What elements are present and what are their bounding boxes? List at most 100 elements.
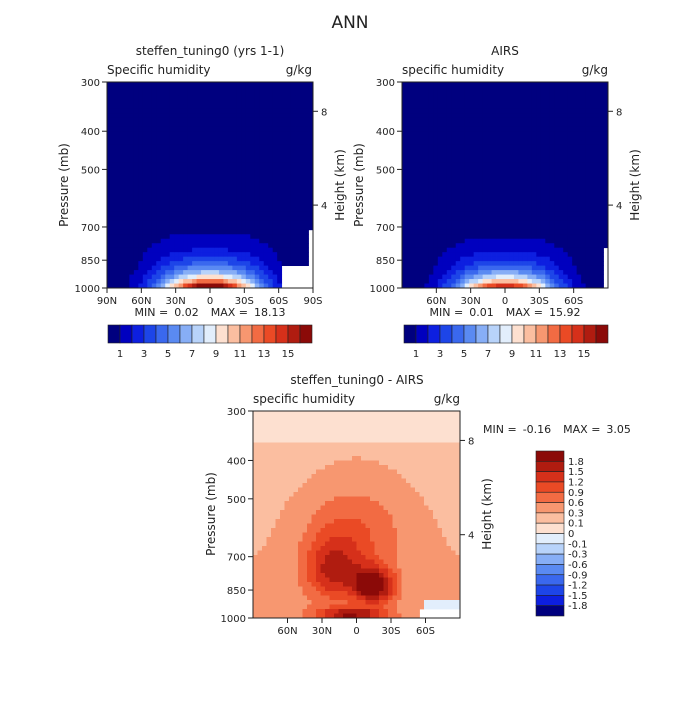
panel-model-cell xyxy=(188,91,193,96)
panel-obs-cell xyxy=(536,158,541,163)
panel-model-cell xyxy=(165,86,170,91)
panel-model-cell xyxy=(197,172,202,177)
panel-diff-cell xyxy=(253,501,258,506)
panel-diff-cell xyxy=(289,555,294,560)
panel-model-cell xyxy=(197,145,202,150)
panel-obs-cell xyxy=(442,95,447,100)
panel-model-cell xyxy=(300,198,305,203)
panel-obs-cell xyxy=(447,216,452,221)
panel-diff-cell xyxy=(312,420,317,425)
panel-model-cell xyxy=(197,194,202,199)
panel-model-cell xyxy=(277,104,282,109)
panel-model-colorbar-label: 3 xyxy=(141,349,147,360)
panel-model-cell xyxy=(116,154,121,159)
panel-obs-cell xyxy=(581,248,586,253)
panel-model-cell xyxy=(111,230,116,235)
panel-model-cell xyxy=(174,266,179,271)
panel-obs-cell xyxy=(586,149,591,154)
panel-obs-cell xyxy=(420,86,425,91)
panel-diff-cell xyxy=(289,447,294,452)
panel-obs-cell xyxy=(420,149,425,154)
panel-model-cell xyxy=(165,158,170,163)
panel-model-cell xyxy=(210,109,215,114)
panel-model-cell xyxy=(295,216,300,221)
panel-obs-cell xyxy=(460,154,465,159)
panel-obs-cell xyxy=(451,149,456,154)
panel-obs-cell xyxy=(599,95,604,100)
panel-diff-cell xyxy=(289,479,294,484)
panel-model-cell xyxy=(277,189,282,194)
panel-obs-cell xyxy=(483,252,488,257)
panel-model-cell xyxy=(255,194,260,199)
panel-obs-cell xyxy=(429,275,434,280)
panel-obs-cell xyxy=(478,109,483,114)
panel-obs-cell xyxy=(541,109,546,114)
panel-model-cell xyxy=(223,118,228,123)
panel-diff-cell xyxy=(307,578,312,583)
panel-model-cell xyxy=(134,104,139,109)
panel-diff-cell xyxy=(280,452,285,457)
panel-obs-cell xyxy=(501,122,506,127)
panel-obs-cell xyxy=(550,122,555,127)
panel-obs-cell xyxy=(465,91,470,96)
panel-model-cell xyxy=(206,172,211,177)
panel-obs-cell xyxy=(505,234,510,239)
panel-obs-cell xyxy=(509,118,514,123)
panel-model-xtick-label: 90N xyxy=(97,296,117,307)
panel-obs-cell xyxy=(568,100,573,105)
panel-model-cell xyxy=(300,131,305,136)
panel-obs-cell xyxy=(402,109,407,114)
panel-obs-cell xyxy=(492,275,497,280)
panel-obs-cell xyxy=(411,189,416,194)
panel-model-cell xyxy=(295,95,300,100)
panel-obs-cell xyxy=(478,203,483,208)
panel-model-cell xyxy=(255,82,260,87)
panel-obs-cell xyxy=(433,167,438,172)
panel-obs-cell xyxy=(514,257,519,262)
panel-diff-cell xyxy=(276,600,281,605)
panel-model-cell xyxy=(147,239,152,244)
panel-model-cell xyxy=(188,86,193,91)
panel-obs-cell xyxy=(406,230,411,235)
panel-diff-cell xyxy=(303,497,308,502)
panel-model-cell xyxy=(201,154,206,159)
panel-model-cell xyxy=(232,212,237,217)
panel-obs-cell xyxy=(559,176,564,181)
panel-model-cell xyxy=(250,257,255,262)
panel-obs-cell xyxy=(406,252,411,257)
panel-model-cell xyxy=(232,145,237,150)
panel-model-cell xyxy=(161,104,166,109)
panel-model-cell xyxy=(156,122,161,127)
panel-obs-cell xyxy=(563,234,568,239)
panel-model-cell xyxy=(156,149,161,154)
panel-model-cell xyxy=(183,212,188,217)
panel-model-cell xyxy=(268,239,273,244)
panel-diff-cell xyxy=(294,420,299,425)
panel-diff-cell xyxy=(298,510,303,515)
panel-obs-cell xyxy=(424,230,429,235)
panel-model-cell xyxy=(206,212,211,217)
panel-obs-cell xyxy=(559,136,564,141)
panel-model-cell xyxy=(250,207,255,212)
panel-model-cell xyxy=(134,109,139,114)
panel-model-cell xyxy=(246,86,251,91)
panel-model-cell xyxy=(120,95,125,100)
panel-model-cell xyxy=(183,185,188,190)
panel-model-cell xyxy=(125,127,130,132)
panel-model-cell xyxy=(282,176,287,181)
panel-model-cell xyxy=(143,127,148,132)
panel-obs-cell xyxy=(420,275,425,280)
panel-obs-cell xyxy=(527,230,532,235)
panel-obs-cell xyxy=(599,154,604,159)
panel-model-cell xyxy=(111,234,116,239)
panel-model-cell xyxy=(156,113,161,118)
panel-model-cell xyxy=(107,154,112,159)
panel-obs-cell xyxy=(469,118,474,123)
panel-model-cell xyxy=(304,131,309,136)
panel-model-cell xyxy=(255,167,260,172)
panel-obs-cell xyxy=(487,86,492,91)
panel-model-cell xyxy=(143,203,148,208)
panel-diff-cell xyxy=(262,560,267,565)
panel-obs-cell xyxy=(469,239,474,244)
panel-model-cell xyxy=(165,216,170,221)
